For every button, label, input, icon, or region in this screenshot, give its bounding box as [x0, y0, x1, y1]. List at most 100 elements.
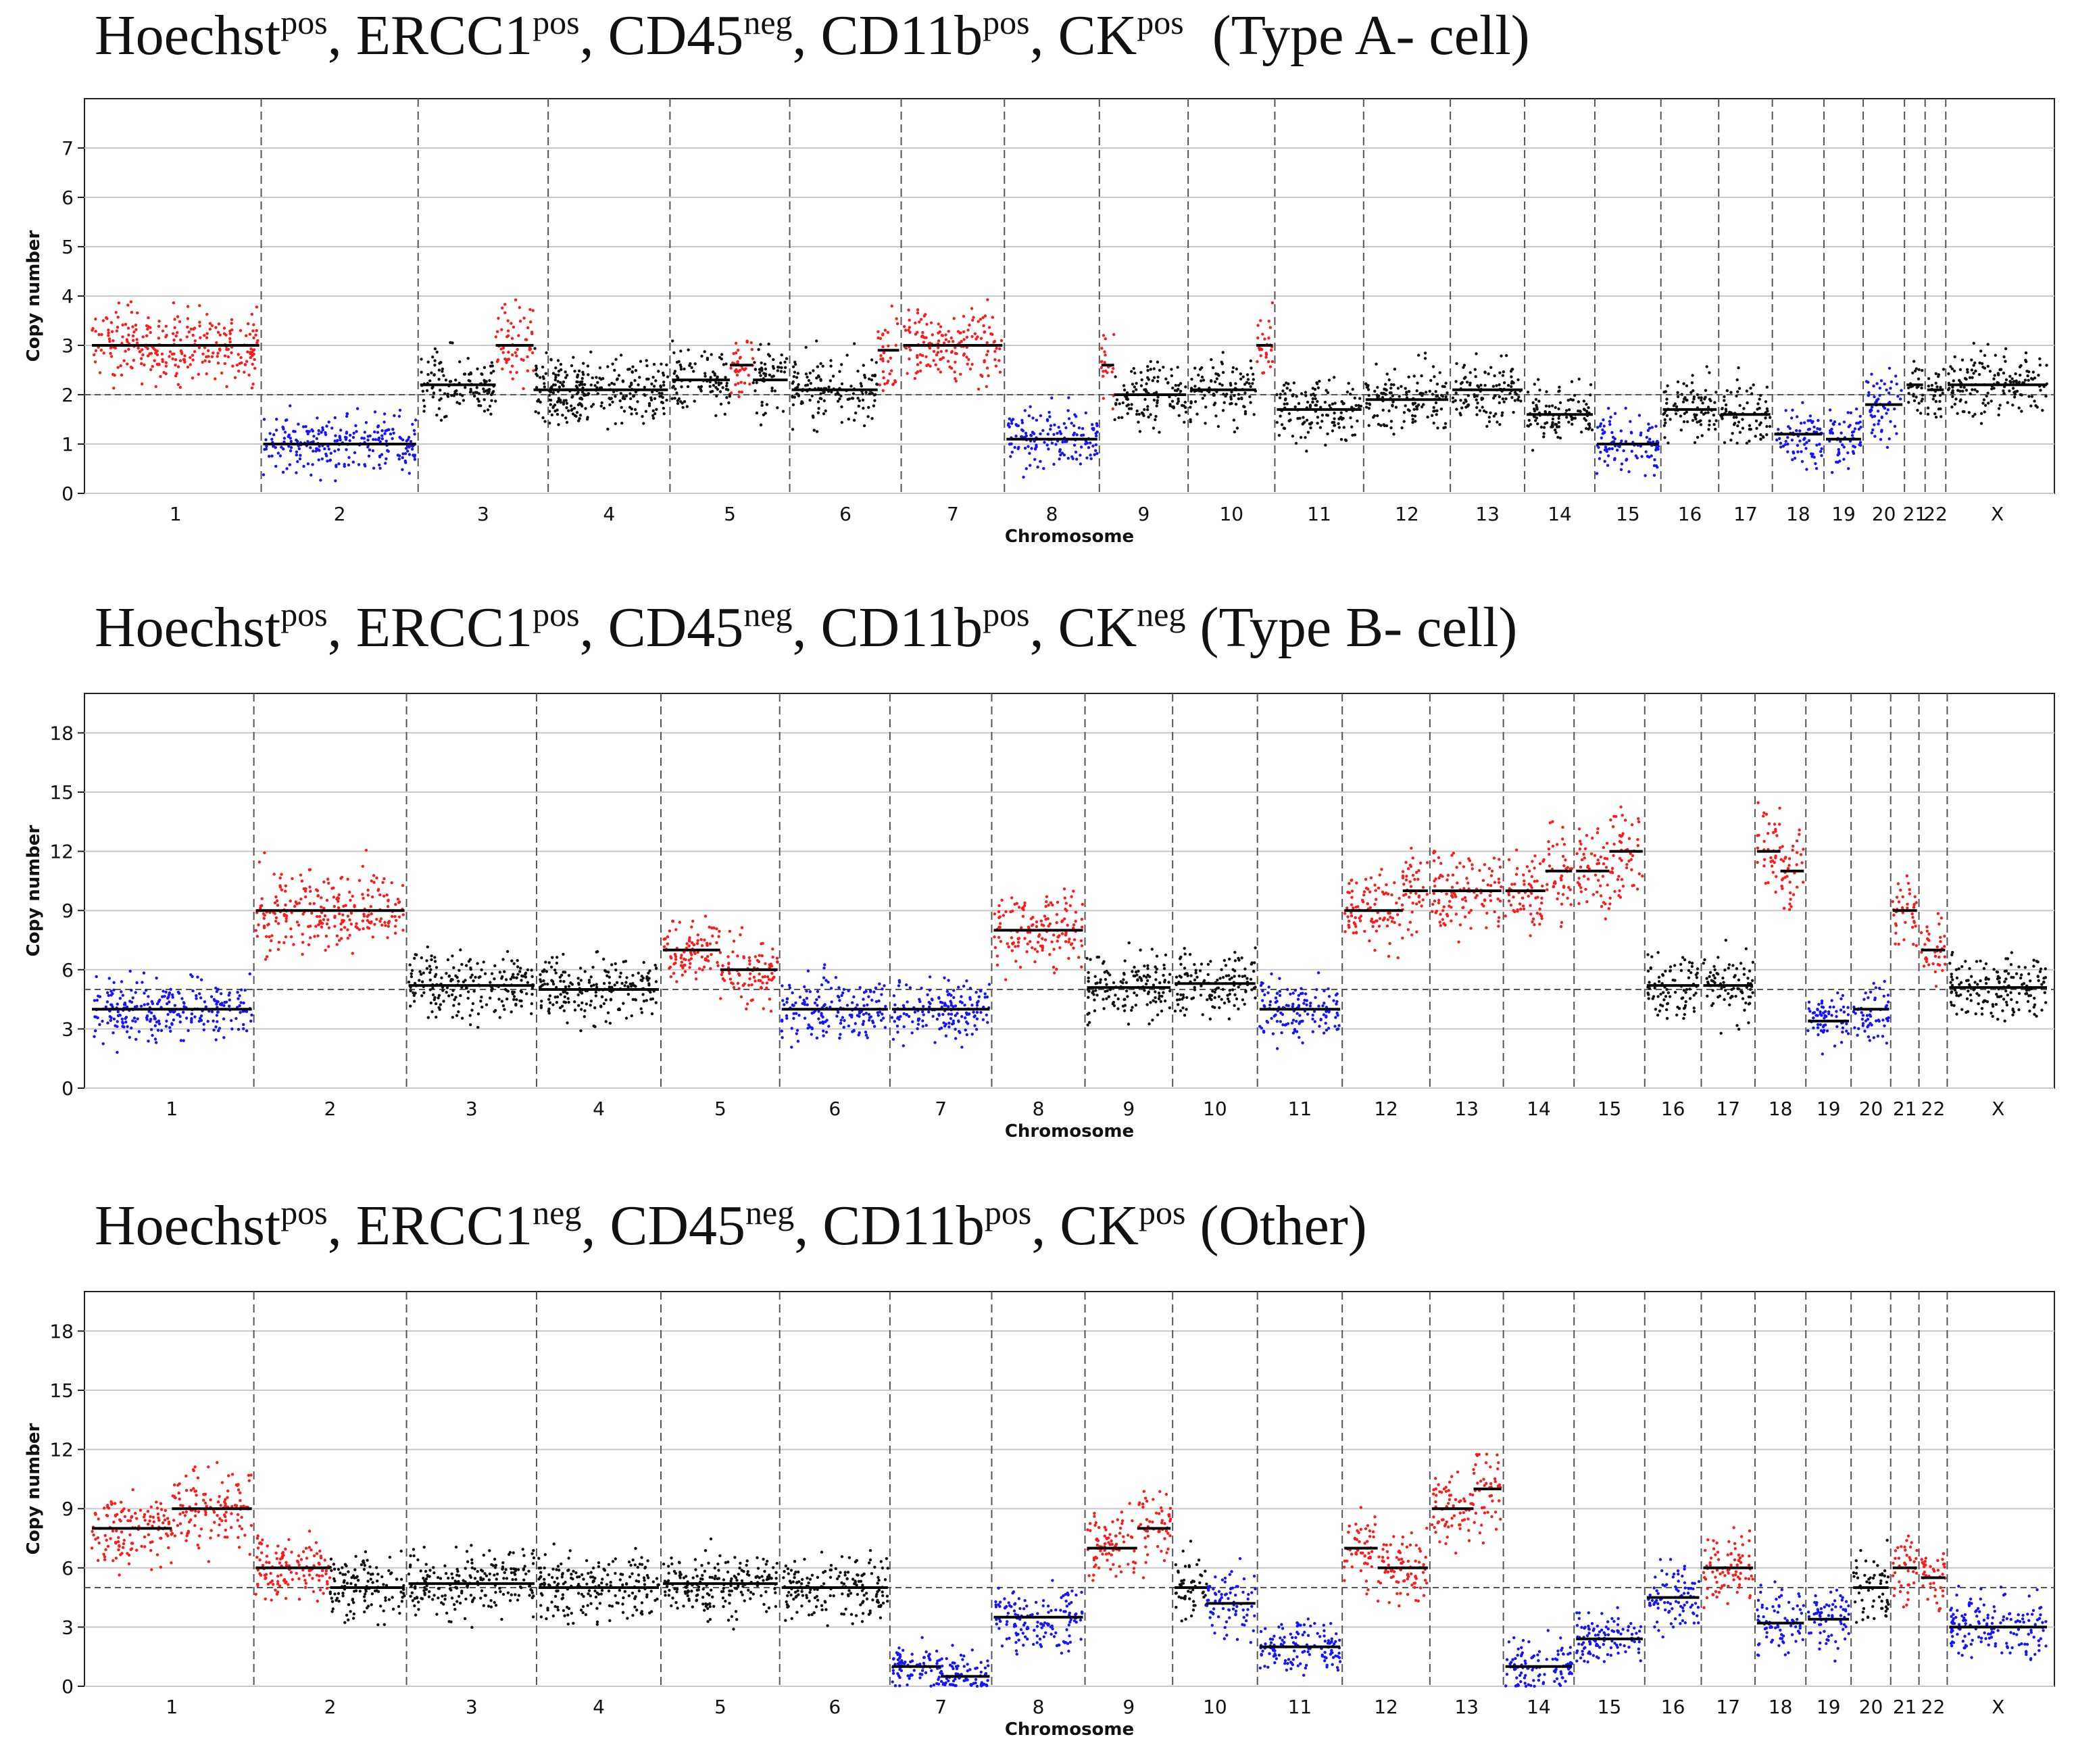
data-point	[796, 393, 800, 396]
data-point	[387, 921, 391, 924]
data-point	[2004, 360, 2007, 363]
data-point	[1368, 402, 1371, 406]
data-point	[320, 905, 323, 909]
data-point	[1526, 424, 1529, 428]
data-point	[1889, 420, 1892, 423]
data-point	[366, 438, 370, 442]
data-point	[141, 335, 145, 339]
data-point	[1788, 426, 1792, 431]
data-point	[820, 983, 824, 987]
data-point	[476, 367, 479, 370]
data-point	[254, 929, 257, 932]
data-point	[1444, 395, 1448, 399]
data-point	[1527, 418, 1531, 422]
data-point	[1679, 428, 1683, 432]
data-point	[1197, 373, 1200, 377]
data-point	[970, 362, 974, 366]
data-point	[413, 433, 416, 436]
data-point	[297, 422, 300, 426]
data-point	[895, 1025, 899, 1028]
data-point	[1852, 445, 1855, 448]
data-point	[641, 979, 644, 983]
data-point	[902, 1012, 906, 1015]
data-point	[772, 975, 776, 979]
data-point	[679, 365, 683, 369]
data-point	[861, 392, 864, 396]
data-point	[632, 395, 635, 398]
data-point	[776, 406, 779, 410]
data-point	[1023, 904, 1027, 908]
data-point	[1487, 416, 1491, 419]
data-point	[817, 407, 820, 410]
data-point	[483, 366, 487, 369]
data-point	[1950, 367, 1954, 370]
data-point	[1952, 369, 1956, 373]
data-point	[1697, 396, 1701, 399]
data-point	[157, 1022, 162, 1025]
data-point	[270, 437, 274, 441]
data-point	[226, 355, 230, 359]
data-point	[243, 988, 247, 992]
data-point	[960, 1014, 964, 1019]
data-point	[1179, 382, 1183, 385]
data-point	[445, 991, 448, 994]
data-point	[1616, 448, 1619, 452]
data-point	[1047, 903, 1050, 907]
data-point	[1048, 953, 1052, 956]
data-point	[566, 991, 569, 995]
data-point	[1156, 399, 1159, 402]
data-point	[1287, 419, 1291, 422]
data-point	[734, 370, 738, 374]
data-point	[1985, 394, 1988, 398]
data-point	[679, 349, 683, 353]
data-point	[810, 1011, 814, 1015]
data-point	[124, 1021, 128, 1024]
data-point	[1077, 426, 1081, 430]
data-point	[1008, 417, 1012, 420]
data-point	[1544, 410, 1547, 414]
data-point	[94, 349, 98, 352]
data-point	[212, 351, 215, 355]
data-point	[335, 943, 339, 946]
data-point	[320, 431, 323, 434]
data-point	[210, 324, 214, 327]
data-point	[109, 1016, 113, 1019]
data-point	[1104, 978, 1108, 981]
data-point	[1934, 381, 1937, 385]
data-point	[1143, 964, 1146, 968]
data-point	[120, 980, 124, 983]
data-point	[1745, 441, 1749, 445]
data-point	[1275, 420, 1279, 424]
data-point	[1318, 426, 1323, 429]
data-point	[2038, 357, 2042, 360]
data-point	[1800, 422, 1803, 425]
data-point	[1423, 357, 1427, 360]
data-point	[947, 1021, 951, 1025]
data-point	[215, 1002, 218, 1006]
data-point	[858, 986, 862, 989]
data-point	[748, 383, 751, 386]
data-point	[1805, 441, 1808, 444]
data-point	[315, 888, 318, 891]
data-point	[1558, 385, 1561, 389]
data-point	[810, 394, 814, 397]
data-point	[1534, 397, 1538, 401]
data-point	[766, 353, 770, 356]
data-point	[126, 303, 130, 307]
data-point	[118, 997, 122, 1000]
data-point	[280, 445, 283, 449]
data-point	[755, 411, 759, 415]
data-point	[1015, 902, 1019, 905]
title-sup: pos	[1137, 3, 1184, 41]
data-point	[650, 1012, 654, 1016]
data-point	[237, 369, 241, 373]
data-point	[277, 941, 281, 944]
data-point	[557, 397, 560, 400]
data-point	[1585, 410, 1589, 413]
data-point	[1210, 358, 1213, 362]
data-point	[429, 968, 433, 971]
data-point	[974, 337, 978, 341]
data-point	[829, 364, 833, 368]
data-point	[1085, 441, 1089, 445]
data-point	[1972, 364, 1975, 367]
